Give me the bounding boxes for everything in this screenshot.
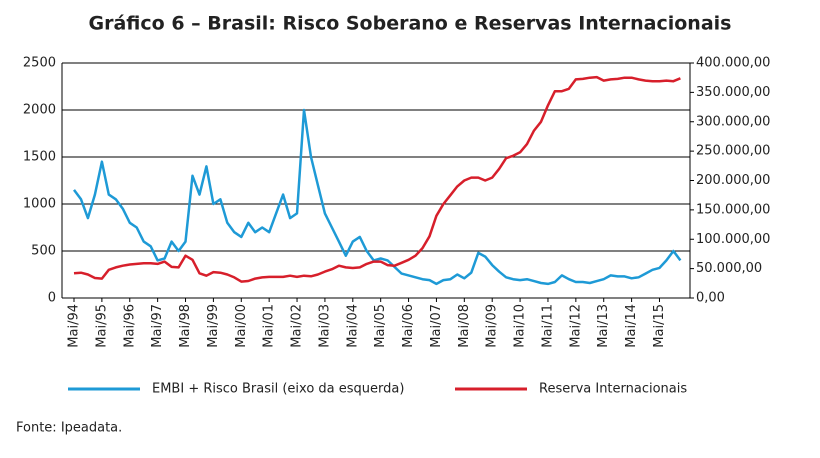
y2-tick-label: 0,00 (696, 291, 725, 306)
x-tick-label: Mai/97 (150, 304, 165, 348)
y-tick-label: 1500 (23, 150, 56, 165)
x-tick-label: Mai/10 (513, 304, 528, 348)
y-tick-label: 1000 (23, 197, 56, 212)
y2-tick-label: 50.000,00 (696, 261, 762, 276)
y-tick-label: 0 (48, 291, 56, 306)
y2-tick-label: 250.000,00 (696, 144, 770, 159)
y-tick-label: 2500 (23, 56, 56, 71)
x-tick-label: Mai/96 (122, 304, 137, 348)
series-line (72, 108, 682, 286)
x-tick-label: Mai/98 (178, 304, 193, 348)
x-tick-label: Mai/13 (596, 304, 611, 348)
chart-title: Gráfico 6 – Brasil: Risco Soberano e Res… (89, 13, 732, 35)
x-tick-label: Mai/94 (67, 304, 82, 348)
y2-tick-label: 150.000,00 (696, 202, 770, 217)
x-tick-label: Mai/00 (234, 304, 249, 348)
y2-tick-label: 350.000,00 (696, 85, 770, 100)
y-tick-label: 500 (31, 244, 56, 259)
x-tick-label: Mai/08 (457, 304, 472, 348)
x-tick-label: Mai/07 (429, 304, 444, 348)
x-tick-label: Mai/03 (317, 304, 332, 348)
series-line (73, 75, 681, 283)
x-tick-label: Mai/06 (401, 304, 416, 348)
y2-tick-label: 400.000,00 (696, 56, 770, 71)
x-tick-label: Mai/02 (290, 304, 305, 348)
x-tick-label: Mai/12 (568, 304, 583, 348)
y-tick-label: 2000 (23, 103, 56, 118)
legend-label: Reserva Internacionais (539, 382, 687, 397)
x-tick-label: Mai/11 (540, 304, 555, 348)
x-tick-label: Mai/04 (345, 304, 360, 348)
y2-tick-label: 300.000,00 (696, 114, 770, 129)
x-tick-label: Mai/09 (485, 304, 500, 348)
x-tick-label: Mai/95 (94, 304, 109, 348)
x-tick-label: Mai/14 (624, 304, 639, 348)
y2-tick-label: 100.000,00 (696, 232, 770, 247)
x-tick-label: Mai/01 (262, 304, 277, 348)
source: Fonte: Ipeadata. (16, 421, 122, 436)
y2-tick-label: 200.000,00 (696, 173, 770, 188)
x-tick-label: Mai/05 (373, 304, 388, 348)
x-tick-label: Mai/99 (206, 304, 221, 348)
legend-label: EMBI + Risco Brasil (eixo da esquerda) (152, 382, 404, 397)
x-tick-label: Mai/15 (652, 304, 667, 348)
